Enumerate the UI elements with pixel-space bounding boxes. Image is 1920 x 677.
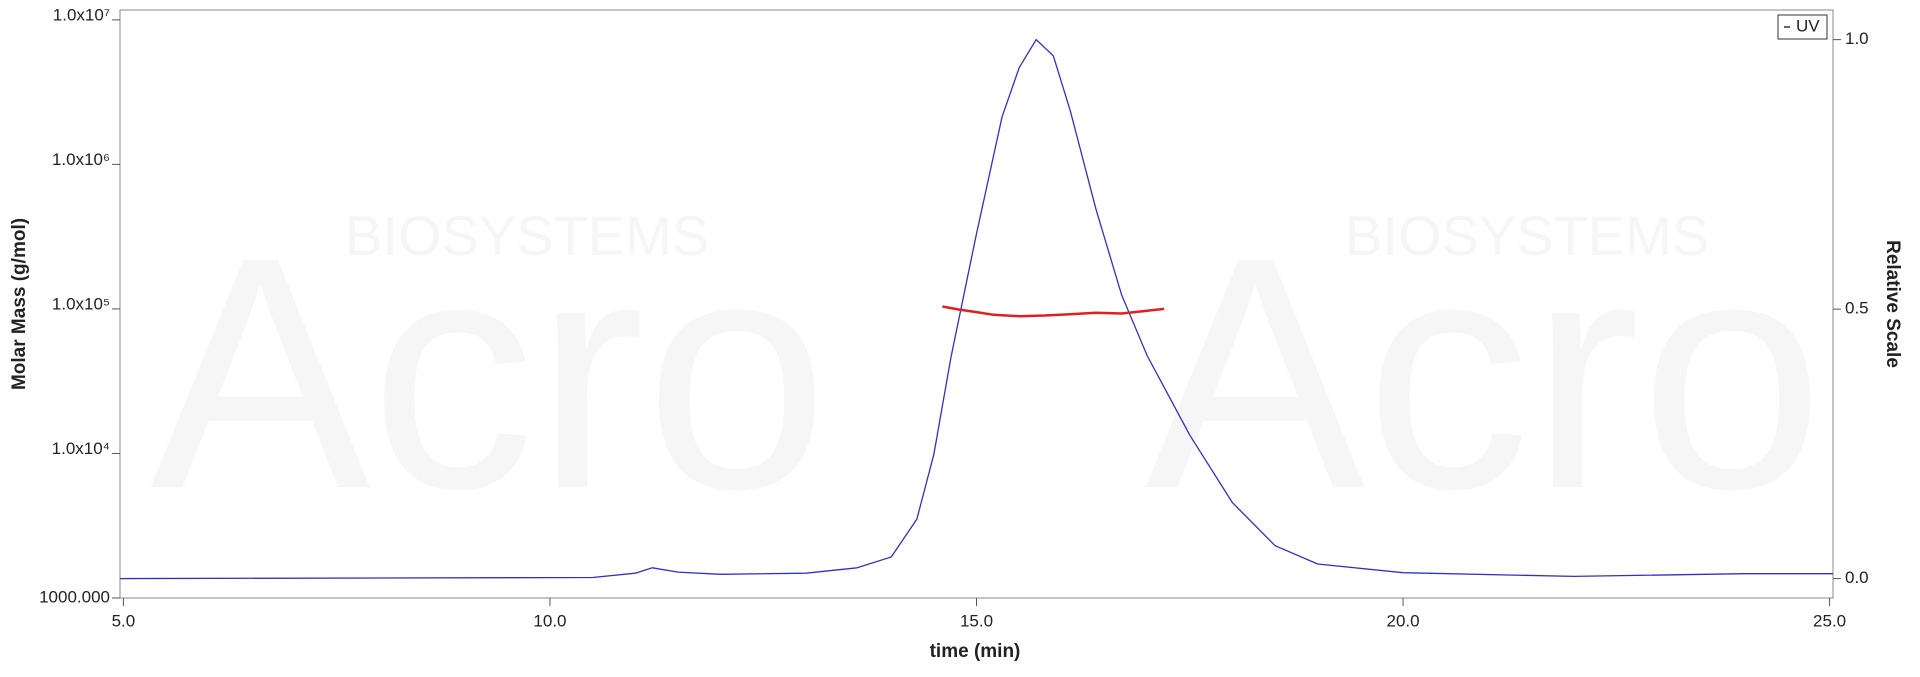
- x-tick-label: 25.0: [1813, 611, 1846, 630]
- y2-axis-title: Relative Scale: [1882, 240, 1903, 368]
- x-tick-label: 15.0: [960, 611, 993, 630]
- x-tick-label: 20.0: [1386, 611, 1419, 630]
- legend-label: UV: [1796, 16, 1820, 35]
- series-line: [119, 38, 1833, 580]
- y2-tick-label: 1.0: [1845, 29, 1869, 48]
- watermark: Acro: [150, 188, 829, 557]
- y-tick-label: 1.0x10⁷: [53, 5, 110, 24]
- y-tick-label: 1.0x10⁶: [52, 150, 110, 169]
- watermark: BIOSYSTEMS: [1345, 204, 1709, 267]
- y-axis-title: Molar Mass (g/mol): [9, 218, 30, 390]
- x-axis-title: time (min): [930, 641, 1021, 662]
- y2-tick-label: 0.5: [1845, 299, 1869, 318]
- y-tick-label: 1.0x10⁵: [52, 294, 110, 313]
- x-tick-label: 5.0: [112, 611, 136, 630]
- watermark: Acro: [1145, 188, 1824, 557]
- y2-tick-label: 0.0: [1845, 568, 1869, 587]
- watermark: BIOSYSTEMS: [345, 204, 709, 267]
- y-tick-label: 1.0x10⁴: [52, 439, 110, 458]
- series-line: [942, 305, 1165, 318]
- x-tick-label: 10.0: [533, 611, 566, 630]
- y-tick-label: 1000.000: [39, 587, 110, 606]
